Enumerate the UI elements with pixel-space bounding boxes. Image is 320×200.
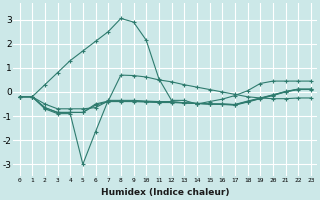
X-axis label: Humidex (Indice chaleur): Humidex (Indice chaleur) <box>101 188 229 197</box>
